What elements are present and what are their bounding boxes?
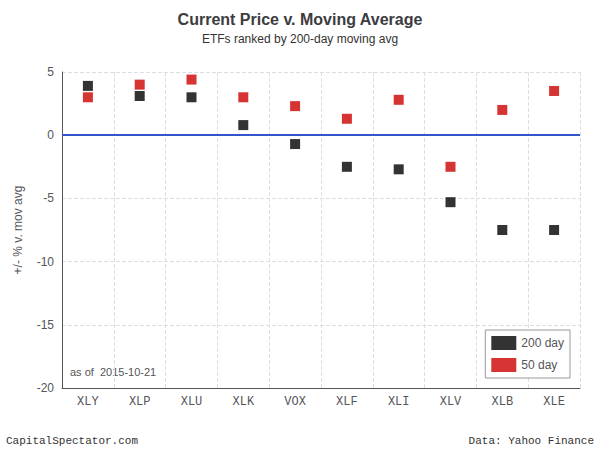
- svg-text:200 day: 200 day: [521, 336, 564, 350]
- svg-text:VOX: VOX: [284, 395, 306, 409]
- svg-text:XLE: XLE: [543, 395, 565, 409]
- svg-text:50 day: 50 day: [521, 358, 557, 372]
- svg-text:XLI: XLI: [388, 395, 410, 409]
- svg-text:XLV: XLV: [440, 395, 462, 409]
- svg-text:XLF: XLF: [336, 395, 358, 409]
- svg-text:XLU: XLU: [181, 395, 203, 409]
- svg-text:as of 2015-10-21: as of 2015-10-21: [70, 366, 156, 378]
- svg-text:ETFs ranked by 200-day moving: ETFs ranked by 200-day moving avg: [202, 32, 398, 46]
- svg-text:CapitalSpectator.com: CapitalSpectator.com: [6, 435, 138, 447]
- svg-text:XLK: XLK: [232, 395, 254, 409]
- svg-text:0: 0: [47, 128, 54, 142]
- svg-text:-5: -5: [43, 191, 54, 205]
- svg-text:XLP: XLP: [129, 395, 151, 409]
- svg-text:-15: -15: [37, 318, 55, 332]
- svg-text:XLB: XLB: [491, 395, 513, 409]
- svg-text:+/- % v. mov avg: +/- % v. mov avg: [11, 186, 25, 275]
- svg-text:Data: Yahoo Finance: Data: Yahoo Finance: [469, 435, 594, 447]
- svg-text:-20: -20: [37, 381, 55, 395]
- svg-text:XLY: XLY: [77, 395, 99, 409]
- svg-text:-10: -10: [37, 255, 55, 269]
- svg-text:Current Price v. Moving Averag: Current Price v. Moving Average: [178, 11, 423, 28]
- svg-text:5: 5: [47, 65, 54, 79]
